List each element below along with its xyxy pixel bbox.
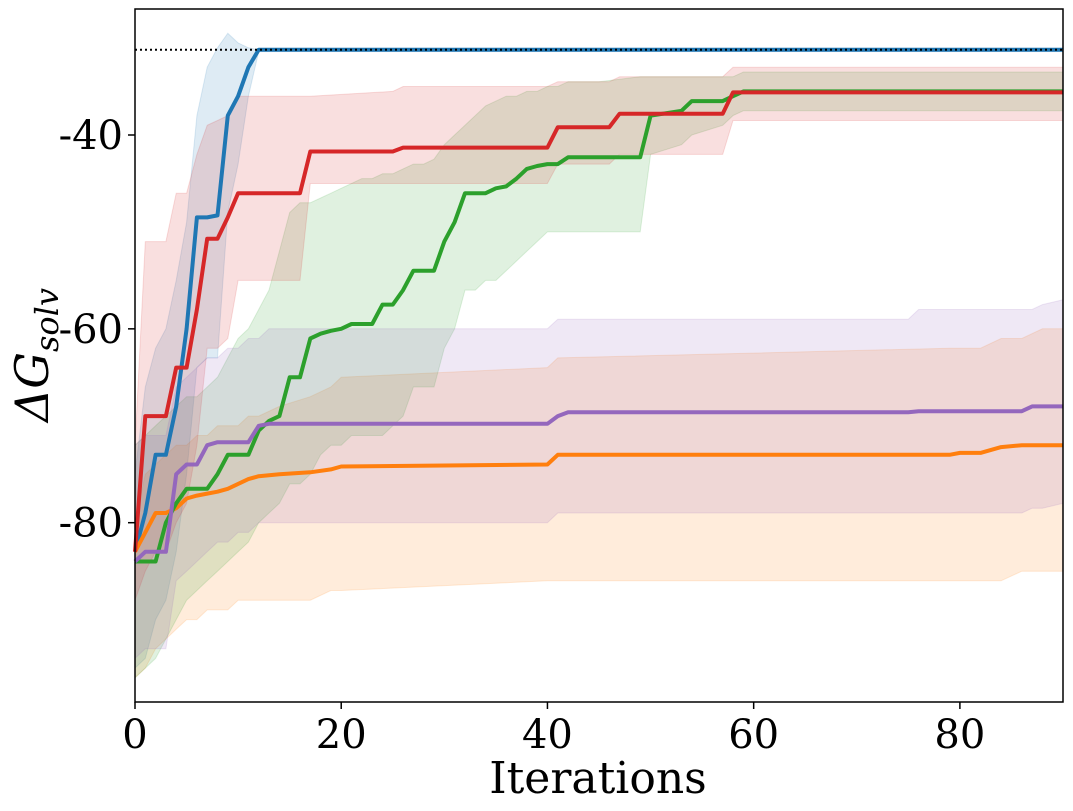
series-line-green	[135, 89, 1063, 564]
confidence-bands	[134, 32, 1064, 679]
x-axis-ticks: 0 20 40 60 80	[122, 702, 985, 758]
y-axis-label-main: ΔG	[5, 352, 59, 424]
series-lines	[133, 47, 1063, 564]
x-tick-label: 80	[934, 712, 985, 758]
x-tick-label: 60	[728, 712, 779, 758]
y-axis-ticks: -80 -60 -40	[59, 113, 135, 547]
y-tick-label: -60	[59, 307, 123, 353]
band-purple	[134, 299, 1064, 660]
x-axis-label: Iterations	[489, 753, 707, 804]
y-axis-label-subscript: solv	[28, 288, 66, 352]
x-tick-label: 40	[522, 712, 573, 758]
series-line-orange	[133, 443, 1063, 553]
series-line-red	[133, 90, 1063, 552]
y-tick-label: -40	[59, 113, 123, 159]
series-line-purple	[133, 404, 1063, 563]
y-axis-label: ΔGsolv	[5, 288, 66, 424]
plot-frame	[134, 8, 1064, 703]
y-tick-label: -80	[59, 501, 123, 547]
x-tick-label: 20	[316, 712, 367, 758]
x-tick-label: 0	[122, 712, 147, 758]
series-line-blue	[133, 47, 1063, 553]
